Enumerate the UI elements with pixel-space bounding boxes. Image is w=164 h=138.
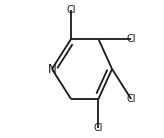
Text: Cl: Cl xyxy=(126,34,136,44)
Text: Cl: Cl xyxy=(94,123,103,133)
Text: Cl: Cl xyxy=(66,5,76,15)
Text: Cl: Cl xyxy=(126,94,136,104)
Text: N: N xyxy=(48,63,56,75)
